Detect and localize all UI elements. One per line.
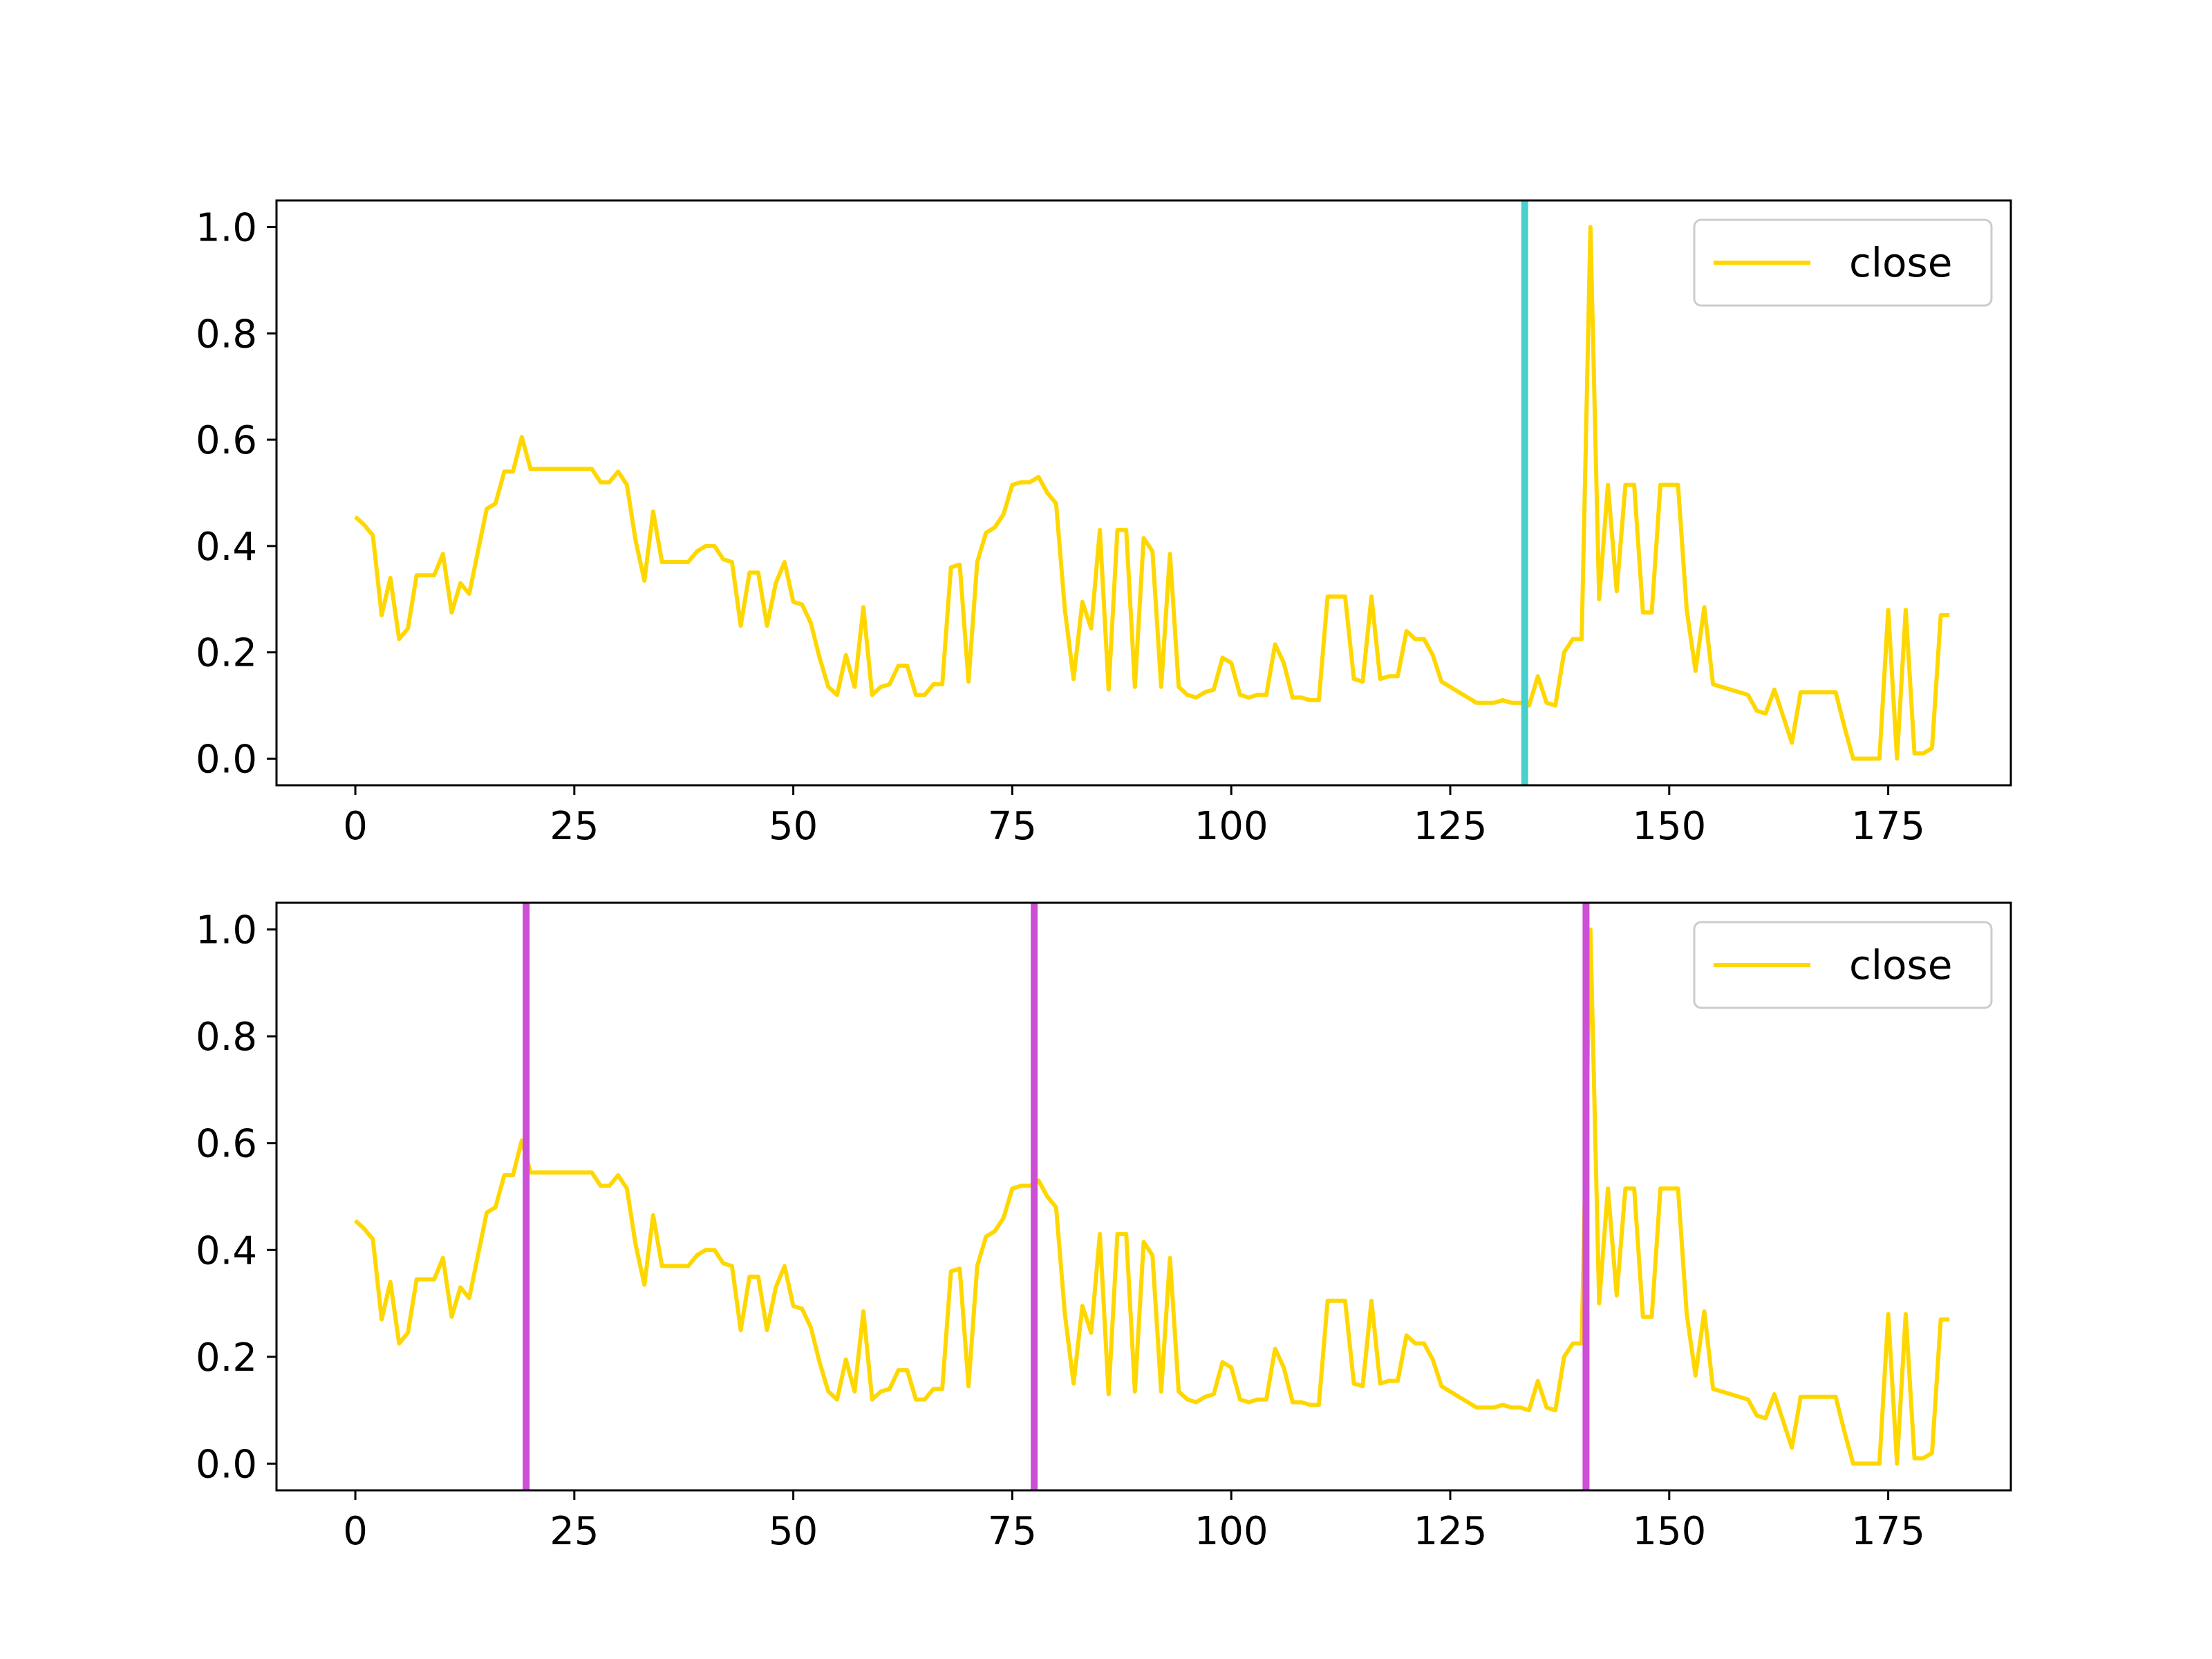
- x-tick-label: 125: [1414, 1509, 1488, 1554]
- y-tick-label: 1.0: [196, 205, 257, 250]
- y-tick-label: 0.6: [196, 1122, 257, 1167]
- y-tick-label: 0.6: [196, 418, 257, 463]
- legend: close: [1693, 218, 1993, 307]
- y-tick-label: 0.8: [196, 1015, 257, 1060]
- x-tick-label: 125: [1414, 804, 1488, 849]
- top-subplot: 0 25 50 75 100 125 150 175 0.0 0.2 0.4 0.6 0.8 1.0 clo…: [196, 199, 2012, 849]
- x-tick-label: 50: [769, 804, 818, 849]
- legend-label: close: [1849, 941, 1952, 988]
- axes-frame: [275, 901, 2012, 1492]
- y-tick-label: 0.2: [196, 1335, 257, 1380]
- y-tick-label: 0.4: [196, 525, 257, 570]
- y-tick-label: 0.0: [196, 738, 257, 782]
- x-tick-label: 50: [769, 1509, 818, 1554]
- x-tick-label: 150: [1632, 1509, 1706, 1554]
- y-tick-label: 0.4: [196, 1228, 257, 1273]
- x-tick-label: 25: [550, 1509, 599, 1554]
- x-tick-label: 0: [343, 804, 368, 849]
- legend: close: [1693, 921, 1993, 1009]
- x-tick-label: 25: [550, 804, 599, 849]
- x-tick-label: 100: [1194, 804, 1268, 849]
- bottom-subplot: 0 25 50 75 100 125 150 175 0.0 0.2 0.4 0.6 0.8 1.0 clo…: [196, 901, 2012, 1554]
- series-line-close: [353, 225, 1950, 761]
- y-tick-label: 0.0: [196, 1442, 257, 1487]
- x-tick-label: 100: [1194, 1509, 1268, 1554]
- legend-box: [1693, 921, 1993, 1009]
- legend-box: [1693, 218, 1993, 307]
- x-tick-label: 75: [988, 1509, 1037, 1554]
- legend-label: close: [1849, 239, 1952, 286]
- y-tick-label: 1.0: [196, 908, 257, 953]
- x-tick-label: 175: [1851, 804, 1925, 849]
- x-tick-label: 150: [1632, 804, 1706, 849]
- x-tick-label: 175: [1851, 1509, 1925, 1554]
- y-tick-label: 0.2: [196, 631, 257, 676]
- x-tick-label: 0: [343, 1509, 368, 1554]
- y-tick-label: 0.8: [196, 312, 257, 357]
- series-line-close: [353, 927, 1950, 1466]
- x-tick-label: 75: [988, 804, 1037, 849]
- axes-frame: [275, 199, 2012, 787]
